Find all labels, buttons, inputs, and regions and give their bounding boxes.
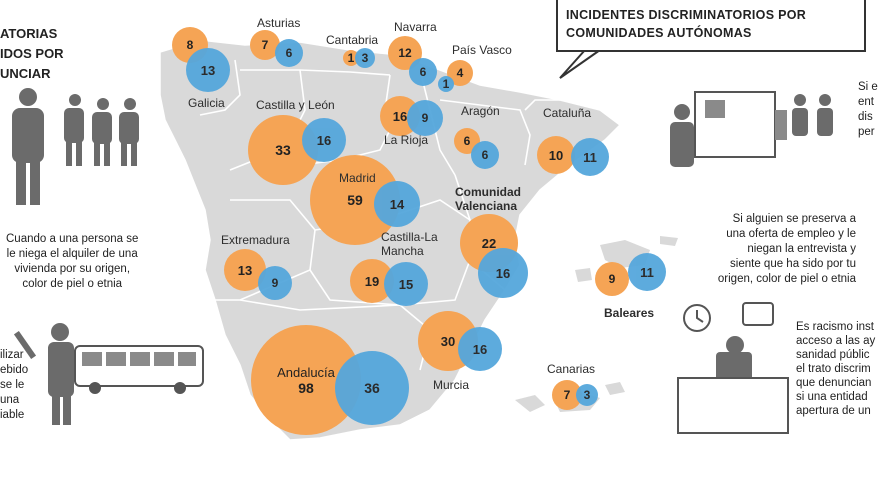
left-text-transport: ilizar ebido se le una iable xyxy=(0,348,28,423)
region-label-asturias: Asturias xyxy=(257,16,301,30)
bubble-blue-comunidad-valenciana: 16 xyxy=(478,248,528,298)
text-line: si una entidad xyxy=(796,391,868,403)
text-line: vivienda por su origen, xyxy=(14,263,131,275)
people-icon xyxy=(12,88,139,205)
right-text-institutional: Es racismo inst acceso a las ay sanidad … xyxy=(796,320,875,418)
text-line: se le xyxy=(0,379,25,391)
text-line: una xyxy=(0,394,20,406)
text-line: ilizar xyxy=(0,349,24,361)
region-label-la-rioja: La Rioja xyxy=(384,133,429,147)
text-line: una oferta de empleo y le xyxy=(726,228,856,240)
bubble-blue-castilla-y-leon: 16 xyxy=(302,118,346,162)
text-line: siente que ha sido por tu xyxy=(730,258,856,270)
bubble-blue-madrid: 14 xyxy=(374,181,420,227)
bubble-blue-baleares: 11 xyxy=(628,253,666,291)
bubble-blue-navarra: 6 xyxy=(409,58,437,86)
region-label-madrid: Madrid xyxy=(339,171,376,185)
region-label-comunidad-valenciana: Comunidad Valenciana xyxy=(455,185,521,213)
region-label-navarra: Navarra xyxy=(394,20,437,34)
region-label-murcia: Murcia xyxy=(433,378,470,392)
text-line: el trato discrim xyxy=(796,363,871,375)
bubble-orange-cataluna: 10 xyxy=(537,136,575,174)
text-line: Si e xyxy=(858,81,878,93)
text-line: apertura de un xyxy=(796,405,871,417)
title-line-2: COMUNIDADES AUTÓNOMAS xyxy=(566,26,752,40)
bubble-blue-asturias: 6 xyxy=(275,39,303,67)
text-line: Es racismo inst xyxy=(796,321,874,333)
region-label-galicia: Galicia xyxy=(188,96,225,110)
left-heading-line: UNCIAR xyxy=(0,66,51,81)
region-label-baleares: Baleares xyxy=(604,306,655,320)
bubble-blue-pais-vasco: 1 xyxy=(438,76,454,92)
ibiza-shape xyxy=(575,268,592,282)
bubble-blue-canarias: 3 xyxy=(576,384,598,406)
region-label-canarias: Canarias xyxy=(547,362,596,376)
title-line-1: INCIDENTES DISCRIMINATORIOS POR xyxy=(566,8,807,22)
text-line: per xyxy=(858,126,875,138)
bubble-orange-baleares: 9 xyxy=(595,262,629,296)
text-line: le niega el alquiler de una xyxy=(6,248,138,260)
text-line: niegan la entrevista y xyxy=(747,243,856,255)
text-line: Si alguien se preserva a xyxy=(732,213,856,225)
region-label-castilla-la-mancha: Castilla-La Mancha xyxy=(381,230,438,258)
doorman-icon xyxy=(670,91,833,167)
right-text-venue: Si e ent dis per xyxy=(858,80,878,140)
text-line: que denuncian xyxy=(796,377,872,389)
region-label-castilla-y-leon: Castilla y León xyxy=(256,98,335,112)
text-line: ebido xyxy=(0,364,29,376)
text-line: sanidad públic xyxy=(796,349,870,361)
value-orange-andalucia: 98 xyxy=(298,379,314,396)
left-heading: ATORIAS IDOS POR UNCIAR xyxy=(0,24,64,84)
bubble-orange-madrid: 59 xyxy=(310,155,400,245)
region-label-extremadura: Extremadura xyxy=(221,233,290,247)
bubble-blue-la-rioja: 9 xyxy=(407,100,443,136)
text-line: origen, color de piel o etnia xyxy=(717,273,856,285)
text-line: Cuando a una persona se xyxy=(6,233,139,245)
office-icon xyxy=(677,302,789,434)
region-label-cataluna: Cataluña xyxy=(543,106,592,120)
bus-icon xyxy=(74,345,204,394)
bubble-blue-andalucia: 36 xyxy=(335,351,409,425)
text-line: color de piel o etnia xyxy=(22,278,123,290)
right-text-employment: Si alguien se preserva a una oferta de e… xyxy=(700,212,856,287)
driver-icon xyxy=(13,323,74,425)
bubble-blue-galicia: 13 xyxy=(186,48,230,92)
text-line: dis xyxy=(858,111,873,123)
bubble-blue-extremadura: 9 xyxy=(258,266,292,300)
bubble-blue-cantabria: 3 xyxy=(355,48,375,68)
title-frame xyxy=(556,0,866,52)
region-label-pais-vasco: País Vasco xyxy=(452,43,512,57)
bubble-blue-cataluna: 11 xyxy=(571,138,609,176)
region-label-aragon: Aragón xyxy=(461,104,500,118)
left-heading-line: IDOS POR xyxy=(0,46,64,61)
region-label-cantabria: Cantabria xyxy=(326,33,379,47)
left-text-housing: Cuando a una persona se le niega el alqu… xyxy=(6,232,138,292)
text-line: acceso a las ay xyxy=(796,335,876,347)
bubble-blue-castilla-la-mancha: 15 xyxy=(384,262,428,306)
region-label-andalucia: Andalucía xyxy=(277,364,335,380)
bubble-blue-murcia: 16 xyxy=(458,327,502,371)
menorca-shape xyxy=(660,236,678,246)
text-line: ent xyxy=(858,96,874,108)
bubble-blue-aragon: 6 xyxy=(471,141,499,169)
title-tail xyxy=(559,49,601,79)
text-line: iable xyxy=(0,409,25,421)
left-heading-line: ATORIAS xyxy=(0,26,58,41)
